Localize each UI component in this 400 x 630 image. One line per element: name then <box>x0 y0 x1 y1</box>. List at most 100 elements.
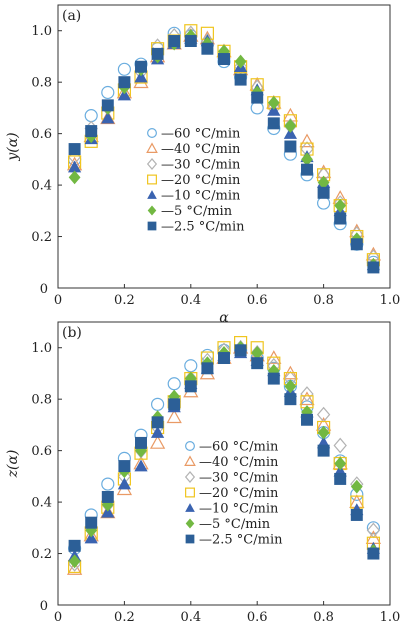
data-point <box>149 435 166 449</box>
y-tick-label: 0.6 <box>31 127 52 142</box>
data-point <box>167 377 181 391</box>
series-6 <box>68 344 380 560</box>
data-point <box>201 362 214 375</box>
legend-label: —20 °C/min <box>199 486 279 501</box>
legend-label: —2.5 °C/min <box>161 220 245 235</box>
data-point <box>284 393 297 406</box>
data-point <box>84 109 98 123</box>
x-axis-label: α <box>219 310 229 326</box>
data-point <box>117 477 132 490</box>
data-point <box>334 456 347 471</box>
legend-marker <box>147 174 157 185</box>
data-point <box>166 409 182 424</box>
data-point <box>168 35 181 48</box>
data-point <box>350 508 363 521</box>
data-point <box>85 516 98 529</box>
data-point <box>135 60 147 73</box>
data-point <box>334 472 347 485</box>
data-point <box>250 101 264 115</box>
y-axis-label: z(α) <box>5 450 21 479</box>
legend-marker <box>185 503 195 512</box>
y-tick-label: 1.0 <box>31 24 52 39</box>
data-point <box>267 117 280 130</box>
data-point <box>134 459 148 472</box>
data-point <box>184 35 197 48</box>
y-tick-label: 0.4 <box>31 179 52 194</box>
data-point <box>284 140 297 153</box>
y-tick-label: 0.2 <box>31 547 52 562</box>
data-point <box>301 413 313 426</box>
x-tick-label: 0.8 <box>313 293 334 308</box>
y-tick-label: 1.0 <box>31 341 52 356</box>
data-point <box>101 477 115 491</box>
data-point <box>301 163 313 176</box>
legend-label: —5 °C/min <box>199 517 271 532</box>
data-point <box>117 62 131 76</box>
panel-b-chart: 0 0.2 0.4 0.6 0.8 1.0 0 0.2 0.4 0.6 0.8 1.0 α z(α) (b)… <box>5 321 400 630</box>
y-tick-label: 0 <box>40 599 48 614</box>
legend-marker <box>185 518 195 529</box>
legend-label: —10 °C/min <box>161 189 241 204</box>
data-point <box>317 196 331 210</box>
data-point <box>151 416 164 429</box>
data-point <box>367 261 380 274</box>
data-point <box>284 118 297 133</box>
data-point <box>101 85 115 100</box>
legend-label: —20 °C/min <box>161 173 241 188</box>
data-point <box>184 380 197 393</box>
y-axis-label: y(α) <box>5 132 21 161</box>
data-point <box>66 561 83 575</box>
data-point <box>84 531 98 544</box>
data-point <box>299 391 315 406</box>
x-tick-label: 0.4 <box>180 610 201 625</box>
data-point <box>366 521 380 535</box>
x-tick-label: 0.2 <box>114 610 135 625</box>
legend-marker <box>185 487 195 498</box>
x-tick-label: 1.0 <box>380 293 400 308</box>
data-point <box>317 186 330 199</box>
legend-marker <box>146 142 158 153</box>
legend-marker <box>147 205 157 216</box>
data-point <box>101 99 114 112</box>
data-point <box>334 198 347 213</box>
panel-label: (b) <box>62 325 82 341</box>
legend-marker <box>147 190 157 199</box>
legend-label: —40 °C/min <box>161 142 241 157</box>
data-point <box>284 379 297 394</box>
data-point <box>301 152 313 167</box>
y-tick-label: 0 <box>40 282 48 297</box>
data-point <box>135 436 147 449</box>
data-point <box>350 238 363 251</box>
data-point <box>118 460 131 473</box>
data-point <box>267 95 280 110</box>
x-tick-label: 0 <box>54 293 62 308</box>
data-point <box>283 127 298 139</box>
legend-label: —40 °C/min <box>199 455 279 470</box>
y-tick-label: 0.2 <box>31 230 52 245</box>
legend: —60 °C/min—40 °C/min—30 °C/min—20 °C/min… <box>146 127 245 235</box>
data-point <box>68 170 81 185</box>
legend-label: —5 °C/min <box>161 204 233 219</box>
data-point <box>67 160 82 173</box>
data-point <box>301 405 313 419</box>
x-tick-label: 0.8 <box>313 610 334 625</box>
data-point <box>151 47 164 60</box>
panel-a-chart: 0 0.2 0.4 0.6 0.8 1.0 0 0.2 0.4 0.6 0.8 1.0 α y(α) (a)… <box>5 4 400 326</box>
data-point <box>251 345 264 360</box>
data-point <box>234 73 247 86</box>
data-point <box>350 479 363 494</box>
data-point <box>101 505 115 518</box>
data-point <box>218 352 230 365</box>
data-point <box>151 397 165 411</box>
data-point <box>267 372 280 385</box>
data-point <box>267 363 280 378</box>
legend-label: —10 °C/min <box>199 502 279 517</box>
data-point <box>117 88 132 101</box>
data-point <box>251 357 264 370</box>
legend-label: —60 °C/min <box>199 440 279 455</box>
legend-marker <box>184 455 196 466</box>
data-point <box>300 386 314 402</box>
data-point <box>334 212 347 225</box>
data-point <box>218 53 230 66</box>
